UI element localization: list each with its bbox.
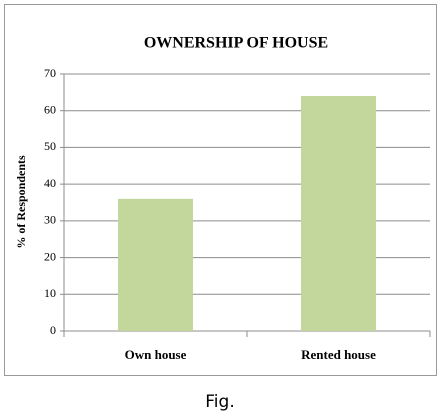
y-axis-label: % of Respondents <box>14 155 28 249</box>
y-tick-label: 40 <box>44 176 56 190</box>
y-tick-label: 20 <box>44 249 56 263</box>
y-tick-label: 0 <box>50 323 56 337</box>
y-tick-label: 60 <box>44 102 56 116</box>
y-tick-label: 30 <box>44 213 56 227</box>
caption: Fig. <box>205 392 234 412</box>
y-tick-label: 70 <box>44 66 56 80</box>
x-tick-label: Own house <box>125 347 187 362</box>
y-tick-label: 10 <box>44 286 56 300</box>
bar <box>300 96 377 332</box>
bar <box>117 198 194 331</box>
chart-title: OWNERSHIP OF HOUSE <box>144 35 328 52</box>
y-tick-label: 50 <box>44 139 56 153</box>
x-tick-label: Rented house <box>301 347 376 362</box>
